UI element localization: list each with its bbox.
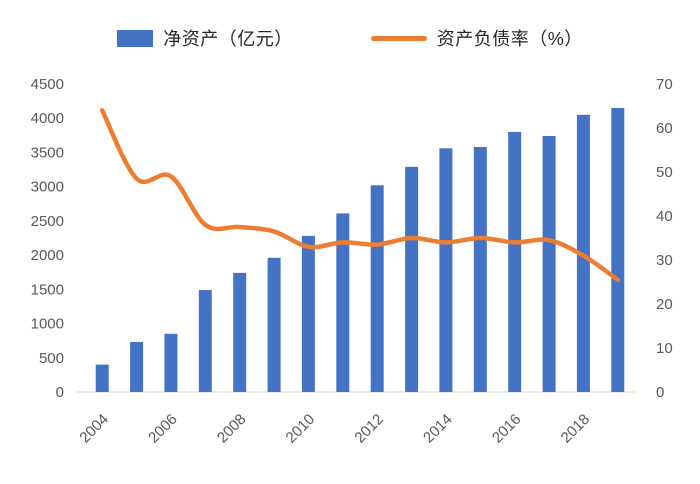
left-axis-tick-label: 500 (39, 350, 64, 367)
bar (370, 185, 384, 392)
line-series (99, 108, 621, 283)
x-axis-tick-label: 2012 (351, 411, 387, 447)
bar (95, 364, 109, 392)
bar (233, 272, 247, 392)
legend-label-debt-ratio: 资产负债率（%） (436, 29, 583, 49)
bar (198, 290, 212, 392)
bar (508, 131, 522, 392)
x-axis-tick-label: 2004 (76, 411, 112, 447)
right-axis-tick-label: 0 (656, 384, 664, 401)
x-axis-tick-label: 2006 (145, 411, 181, 447)
right-axis-tick-label: 10 (656, 340, 673, 357)
legend-label-net-assets: 净资产（亿元） (163, 29, 293, 49)
right-axis-tick-label: 70 (656, 76, 673, 93)
left-axis-tick-label: 1500 (31, 281, 64, 298)
left-axis-tick-label: 4500 (31, 76, 64, 93)
bar (267, 257, 281, 392)
bar (336, 213, 350, 392)
legend-item-debt-ratio: 资产负债率（%） (370, 25, 583, 51)
bar-series-swatch (117, 29, 154, 47)
bar (164, 333, 178, 392)
left-axis-tick-label: 3500 (31, 144, 64, 161)
x-axis-tick-label: 2016 (489, 411, 525, 447)
bar (611, 108, 625, 392)
bar (130, 342, 144, 392)
right-axis-tick-label: 60 (656, 120, 673, 137)
bar (405, 166, 419, 392)
left-axis-tick-label: 0 (56, 384, 64, 401)
right-axis-tick-label: 50 (656, 164, 673, 181)
bar (439, 148, 453, 392)
chart-legend: 净资产（亿元） 资产负债率（%） (0, 0, 700, 56)
left-axis-tick-label: 2000 (31, 247, 64, 264)
bar (542, 136, 556, 392)
left-axis-tick-label: 3000 (31, 179, 64, 196)
right-axis-tick-label: 20 (656, 296, 673, 313)
left-axis-tick-label: 2500 (31, 213, 64, 230)
legend-item-net-assets: 净资产（亿元） (117, 25, 293, 51)
x-axis-tick-label: 2008 (214, 411, 250, 447)
chart-svg: 0 500 1000 1500 2000 2500 3000 3500 4000 4500 0 10 2… (31, 76, 673, 447)
bar (473, 147, 487, 392)
left-axis-tick-label: 1000 (31, 316, 64, 333)
left-axis-tick-label: 4000 (31, 110, 64, 127)
right-axis-tick-label: 40 (656, 208, 673, 225)
x-axis-tick-label: 2010 (283, 411, 319, 447)
x-axis-tick-label: 2014 (420, 411, 456, 447)
line-series-swatch (370, 35, 427, 41)
right-axis-tick-label: 30 (656, 252, 673, 269)
bar (301, 235, 315, 392)
x-axis-tick-label: 2018 (558, 411, 594, 447)
